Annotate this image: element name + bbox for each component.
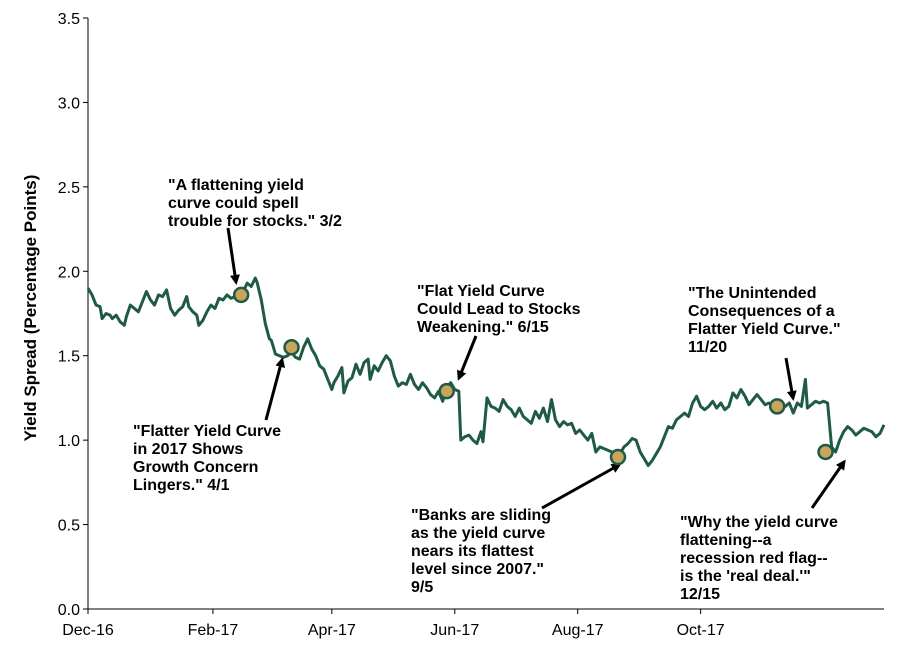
markers (232, 286, 834, 466)
annotation-text: Growth Concern (133, 459, 258, 476)
x-tick-label: Aug-17 (552, 622, 604, 639)
x-tick-label: Apr-17 (308, 622, 356, 639)
y-tick-label: 1.5 (58, 349, 80, 366)
data-marker (283, 339, 300, 356)
data-marker (768, 398, 786, 415)
annotation-arrow (541, 463, 622, 510)
annotation-text: "Flat Yield Curve (417, 283, 545, 300)
y-tick-label: 2.0 (58, 264, 80, 281)
series-line (86, 276, 886, 467)
annotation-text: "Flatter Yield Curve (133, 423, 281, 440)
x-tick-label: Feb-17 (188, 622, 239, 639)
annotation-text: Lingers." 4/1 (133, 477, 230, 494)
data-marker (817, 443, 834, 461)
annotation-text: Could Lead to Stocks (417, 301, 581, 318)
x-tick-label: Jun-17 (430, 622, 479, 639)
y-tick-label: 3.5 (58, 11, 80, 28)
annotation-text: nears its flattest (411, 543, 534, 560)
x-tick-label: Dec-16 (62, 622, 114, 639)
y-tick-label: 2.5 (58, 180, 80, 197)
annotation-text: "Banks are sliding (411, 507, 551, 524)
y-tick-label: 3.0 (58, 95, 80, 112)
annotation: "Why the yield curveflattening--arecessi… (680, 459, 846, 603)
x-tick-label: Oct-17 (677, 622, 725, 639)
x-axis: Dec-16 Feb-17 Apr-17 Jun-17 Aug-17 Oct-17 (62, 608, 884, 639)
annotation-arrow (226, 227, 240, 285)
y-axis: 0.0 0.5 1.0 1.5 2.0 2.5 3.0 3.5 (58, 11, 89, 619)
annotation-text: level since 2007." (411, 561, 544, 578)
annotation-text: "Why the yield curve (680, 514, 838, 531)
data-marker (609, 448, 627, 466)
annotation-text: as the yield curve (411, 525, 545, 542)
y-tick-label: 0.0 (58, 602, 80, 619)
annotation-arrow (264, 357, 286, 421)
series-group (86, 276, 886, 467)
y-tick-label: 0.5 (58, 518, 80, 535)
annotation-arrow (784, 357, 797, 401)
annotation-text: 9/5 (411, 579, 433, 596)
annotation-text: 11/20 (688, 339, 727, 356)
annotation-text: Consequences of a (688, 303, 835, 320)
annotation-text: "The Unintended (688, 285, 816, 302)
annotation-arrow (456, 335, 478, 381)
annotation-text: curve could spell (168, 195, 299, 212)
y-axis-title: Yield Spread (Percentage Points) (21, 175, 40, 442)
annotation-text: recession red flag-- (680, 550, 828, 567)
annotation-text: 12/15 (680, 586, 720, 603)
y-tick-label: 1.0 (58, 433, 80, 450)
annotation-arrow (810, 459, 846, 509)
annotation-text: "A flattening yield (168, 177, 304, 194)
annotation-text: trouble for stocks." 3/2 (168, 213, 342, 230)
annotation-text: Flatter Yield Curve." (688, 321, 841, 338)
data-marker (232, 286, 250, 304)
annotation-text: Weakening." 6/15 (417, 319, 549, 336)
data-marker (438, 382, 455, 400)
annotation-text: is the 'real deal.'" (680, 568, 811, 585)
annotation-text: in 2017 Shows (133, 441, 243, 458)
annotation-text: flattening--a (680, 532, 772, 549)
